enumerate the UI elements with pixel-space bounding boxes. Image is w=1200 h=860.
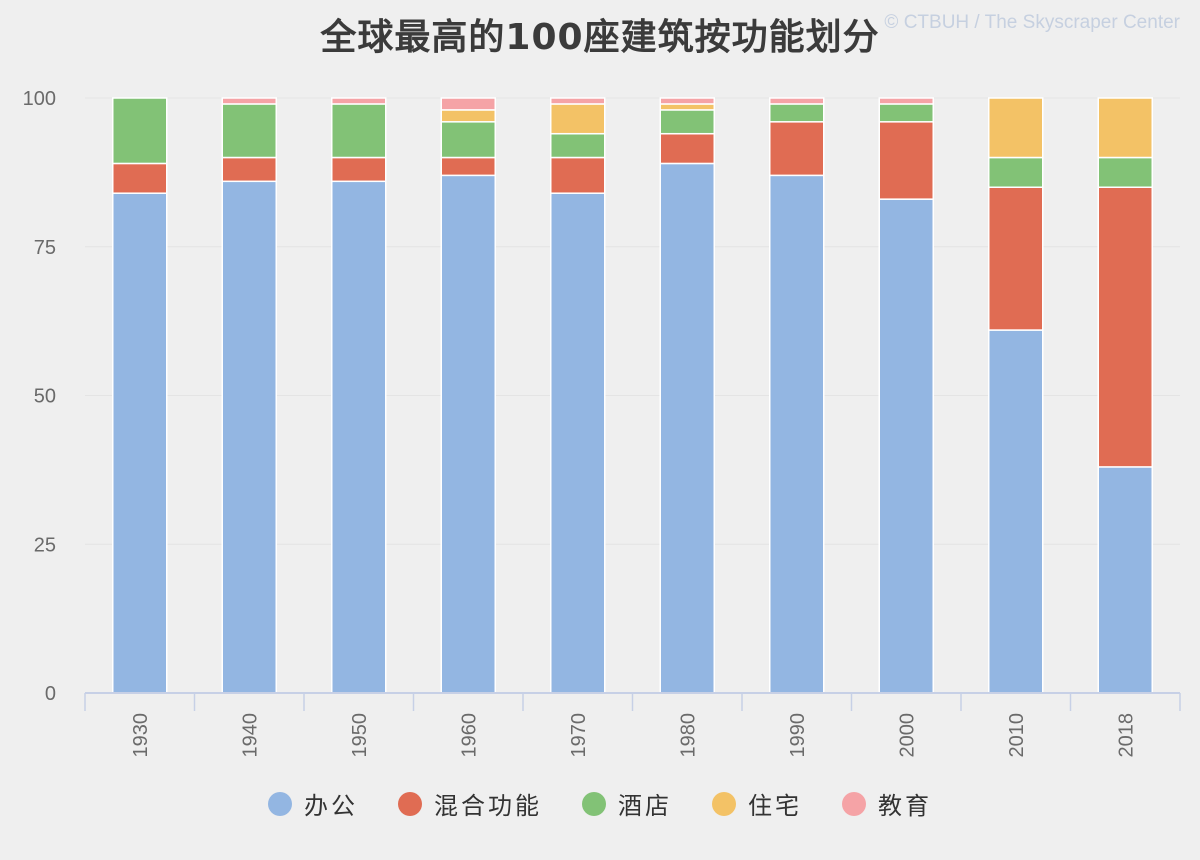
- bar-segment[interactable]: [440, 121, 496, 159]
- bar-segment[interactable]: [440, 174, 496, 694]
- bar-segment[interactable]: [878, 198, 934, 694]
- legend-swatch: [842, 791, 866, 816]
- chart-title: 全球最高的100座建筑按功能划分: [320, 17, 880, 58]
- bar-segment[interactable]: [659, 97, 715, 105]
- bar-segment[interactable]: [659, 103, 715, 111]
- legend-label: 教育: [878, 792, 932, 820]
- bar-segment[interactable]: [988, 97, 1044, 159]
- bar-segment[interactable]: [221, 103, 277, 159]
- bar-segment[interactable]: [221, 156, 277, 183]
- bar-segment[interactable]: [769, 121, 825, 177]
- bar-segment[interactable]: [769, 103, 825, 123]
- bar-segment[interactable]: [1097, 156, 1153, 188]
- bar-segment[interactable]: [331, 180, 387, 694]
- bar-segment[interactable]: [988, 329, 1044, 694]
- bar-segment[interactable]: [878, 121, 934, 200]
- bar-segment[interactable]: [1097, 97, 1153, 159]
- legend-swatch: [582, 791, 606, 816]
- legend-swatch: [268, 791, 292, 816]
- x-tick-label: 1930: [130, 713, 152, 758]
- bar-segment[interactable]: [659, 132, 715, 165]
- y-tick-label: 50: [34, 386, 56, 408]
- tick-labels: 0 25 50 75 100 1930 1940 1950 1960 1970 1980 1990 20…: [23, 88, 1138, 758]
- bar-segment[interactable]: [331, 103, 387, 159]
- legend-label: 办公: [304, 792, 358, 820]
- x-tick-label: 1950: [349, 713, 371, 758]
- bar-segment[interactable]: [988, 156, 1044, 188]
- legend-item[interactable]: 住宅: [712, 786, 802, 821]
- y-tick-label: 0: [45, 683, 56, 705]
- legend: 办公 混合功能 酒店 住宅 教育: [0, 786, 1200, 821]
- x-tick-label: 1960: [458, 713, 480, 758]
- x-tick-label: 2018: [1115, 713, 1137, 758]
- bar-segment[interactable]: [221, 180, 277, 694]
- x-tick-label: 1980: [677, 713, 699, 758]
- bar-segment[interactable]: [112, 192, 168, 694]
- bar-segment[interactable]: [221, 97, 277, 105]
- legend-label: 混合功能: [434, 792, 542, 820]
- y-tick-label: 100: [23, 88, 56, 110]
- bar-segment[interactable]: [331, 97, 387, 105]
- bar-segment[interactable]: [440, 97, 496, 111]
- bar-segment[interactable]: [331, 156, 387, 183]
- legend-label: 住宅: [748, 792, 802, 820]
- legend-swatch: [712, 791, 736, 816]
- bar-segment[interactable]: [769, 97, 825, 105]
- bar-segment[interactable]: [878, 103, 934, 123]
- bar-segment[interactable]: [769, 174, 825, 694]
- y-tick-label: 25: [34, 534, 56, 556]
- legend-item[interactable]: 混合功能: [398, 786, 542, 821]
- y-tick-label: 75: [34, 237, 56, 259]
- x-tick-label: 2000: [896, 713, 918, 758]
- bar-segment[interactable]: [440, 109, 496, 123]
- bar-segment[interactable]: [1097, 186, 1153, 468]
- legend-label: 酒店: [618, 792, 672, 820]
- bar-segment[interactable]: [112, 162, 168, 194]
- bar-segment[interactable]: [550, 156, 606, 194]
- credit-text[interactable]: © CTBUH / The Skyscraper Center: [884, 12, 1180, 33]
- bar-segment[interactable]: [440, 156, 496, 177]
- x-tick-label: 1970: [568, 713, 590, 758]
- x-tick-label: 1940: [239, 713, 261, 758]
- bar-segment[interactable]: [988, 186, 1044, 331]
- legend-item[interactable]: 酒店: [582, 786, 672, 821]
- bar-segment[interactable]: [550, 132, 606, 159]
- x-tick-label: 1990: [787, 713, 809, 758]
- legend-swatch: [398, 791, 422, 816]
- bar-segment[interactable]: [550, 192, 606, 694]
- bar-segment[interactable]: [1097, 466, 1153, 694]
- bar-segment[interactable]: [550, 103, 606, 135]
- bar-segment[interactable]: [112, 97, 168, 165]
- bar-segment[interactable]: [550, 97, 606, 105]
- legend-item[interactable]: 办公: [268, 786, 358, 821]
- x-tick-label: 2010: [1006, 713, 1028, 758]
- bars: [112, 97, 1153, 694]
- legend-item[interactable]: 教育: [842, 786, 932, 821]
- bar-segment[interactable]: [659, 109, 715, 135]
- bar-segment[interactable]: [878, 97, 934, 105]
- x-axis: [84, 692, 1181, 711]
- bar-segment[interactable]: [659, 162, 715, 694]
